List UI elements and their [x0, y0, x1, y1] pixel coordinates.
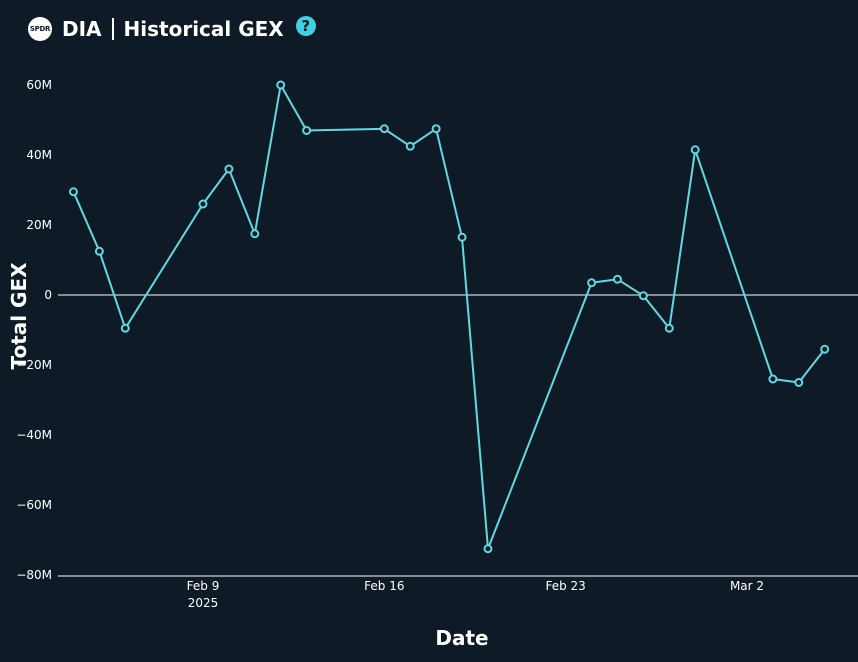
gex-data-point[interactable]	[690, 145, 700, 155]
y-tick-label: 20M	[26, 218, 52, 232]
gex-data-point[interactable]	[768, 374, 778, 384]
gex-data-point[interactable]	[198, 199, 208, 209]
gex-data-point[interactable]	[302, 126, 312, 135]
y-tick-label: 0	[44, 288, 52, 302]
gex-data-point[interactable]	[276, 80, 286, 90]
logo-text: SPDR	[29, 25, 51, 33]
gex-data-point[interactable]	[68, 187, 78, 197]
x-tick-label: Mar 2	[730, 579, 764, 593]
gex-data-point[interactable]	[612, 274, 622, 284]
gex-data-point[interactable]	[94, 246, 104, 256]
gex-data-point[interactable]	[431, 124, 441, 134]
gex-data-point[interactable]	[405, 141, 415, 151]
gex-data-point[interactable]	[224, 164, 234, 174]
title-divider	[111, 18, 114, 40]
gex-data-point[interactable]	[250, 229, 260, 239]
y-tick-label: −20M	[16, 358, 52, 372]
y-axis-title: Total GEX	[7, 262, 31, 370]
gex-data-point[interactable]	[820, 344, 830, 354]
chart-header: SPDR DIA Historical GEX ?	[28, 14, 316, 44]
series-layer	[68, 80, 830, 554]
y-tick-label: −40M	[16, 428, 52, 442]
y-tick-label: −60M	[16, 498, 52, 512]
x-tick-label: Feb 9	[187, 579, 220, 593]
x-axis-title: Date	[435, 626, 488, 650]
gex-data-point[interactable]	[483, 544, 493, 554]
gex-data-point[interactable]	[379, 124, 389, 134]
gex-data-point[interactable]	[120, 323, 130, 333]
gex-data-point[interactable]	[457, 232, 467, 242]
axes-layer: 60M 40M 20M 0 −20M −40M −60M −80M Feb 9 2025 Feb 1…	[16, 78, 858, 610]
help-icon[interactable]: ?	[295, 16, 316, 36]
gex-data-point[interactable]	[664, 323, 674, 333]
y-tick-label: 60M	[26, 78, 52, 92]
spdr-logo-icon: SPDR	[28, 17, 52, 41]
ticker-symbol: DIA	[62, 17, 102, 41]
x-tick-label: Feb 16	[364, 579, 404, 593]
gex-data-point[interactable]	[794, 378, 804, 387]
gex-data-point[interactable]	[587, 278, 597, 288]
x-tick-sublabel: 2025	[188, 596, 219, 610]
chart-title: Historical GEX	[123, 17, 284, 41]
y-tick-label: −80M	[16, 568, 52, 582]
x-tick-label: Feb 23	[545, 579, 585, 593]
gex-series-line	[72, 84, 826, 550]
gex-data-point[interactable]	[638, 291, 648, 301]
y-tick-label: 40M	[26, 148, 52, 162]
